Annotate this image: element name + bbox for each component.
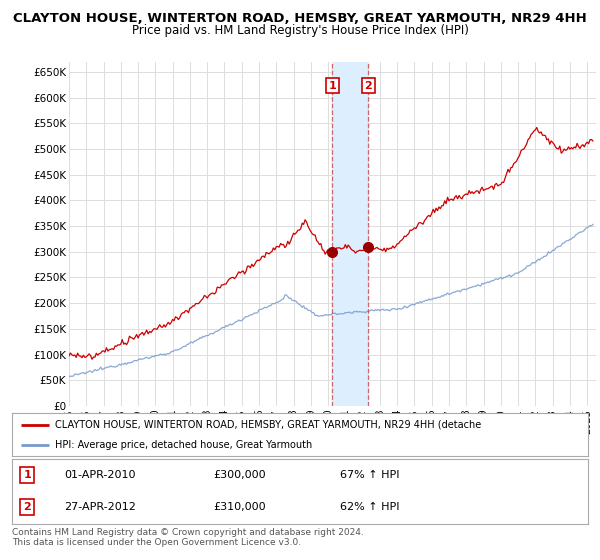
Text: Contains HM Land Registry data © Crown copyright and database right 2024.
This d: Contains HM Land Registry data © Crown c… [12, 528, 364, 547]
Text: 62% ↑ HPI: 62% ↑ HPI [340, 502, 400, 512]
Text: 1: 1 [329, 81, 336, 91]
Text: HPI: Average price, detached house, Great Yarmouth: HPI: Average price, detached house, Grea… [55, 441, 313, 450]
Text: £300,000: £300,000 [214, 470, 266, 480]
Text: 2: 2 [364, 81, 372, 91]
Text: 27-APR-2012: 27-APR-2012 [64, 502, 136, 512]
Text: CLAYTON HOUSE, WINTERTON ROAD, HEMSBY, GREAT YARMOUTH, NR29 4HH (detache: CLAYTON HOUSE, WINTERTON ROAD, HEMSBY, G… [55, 420, 481, 430]
Text: 01-APR-2010: 01-APR-2010 [64, 470, 136, 480]
Bar [332, 62, 368, 406]
Text: 2: 2 [23, 502, 31, 512]
Text: Price paid vs. HM Land Registry's House Price Index (HPI): Price paid vs. HM Land Registry's House … [131, 24, 469, 36]
Text: CLAYTON HOUSE, WINTERTON ROAD, HEMSBY, GREAT YARMOUTH, NR29 4HH: CLAYTON HOUSE, WINTERTON ROAD, HEMSBY, G… [13, 12, 587, 25]
Text: 67% ↑ HPI: 67% ↑ HPI [340, 470, 400, 480]
Text: £310,000: £310,000 [214, 502, 266, 512]
Text: 1: 1 [23, 470, 31, 480]
